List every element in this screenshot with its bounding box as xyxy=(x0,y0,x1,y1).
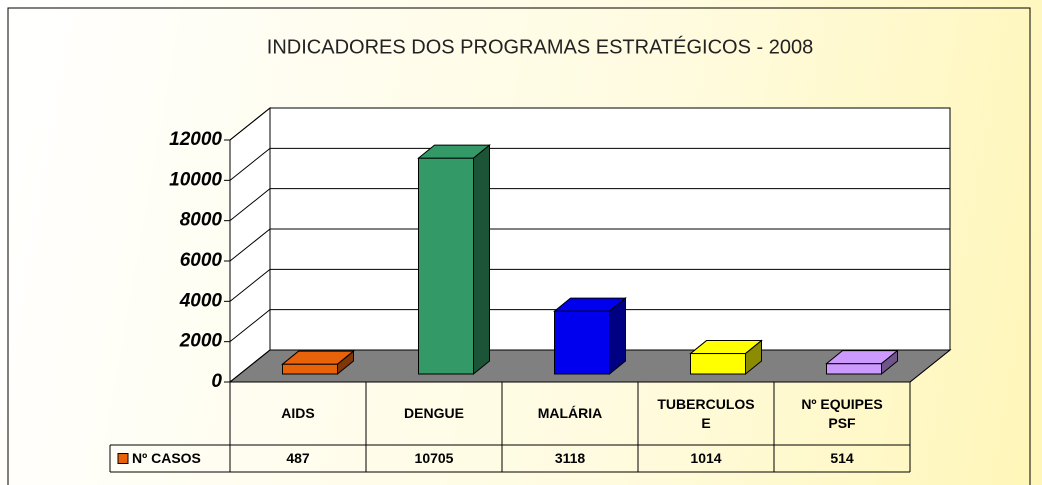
x-tick-label: TUBERCULOSE xyxy=(657,395,755,431)
bar xyxy=(281,350,355,376)
bar-side xyxy=(745,339,762,376)
category-cell: Nº EQUIPES PSF xyxy=(774,382,910,445)
bar-front xyxy=(282,363,338,375)
bar-side xyxy=(473,144,490,376)
y-tick-label: 0 xyxy=(211,371,222,392)
bar-front xyxy=(554,310,610,375)
legend-label: Nº CASOS xyxy=(132,450,201,466)
category-cell: MALÁRIA xyxy=(502,382,638,445)
category-cell: DENGUE xyxy=(366,382,502,445)
bar xyxy=(553,297,627,376)
y-tick-label: 4000 xyxy=(179,290,223,311)
bar xyxy=(417,144,491,376)
legend-key xyxy=(117,453,129,464)
grid-line xyxy=(229,228,950,262)
y-tick-label: 2000 xyxy=(179,331,223,352)
x-tick-label: Nº EQUIPES PSF xyxy=(801,395,883,431)
bar-front xyxy=(826,363,882,375)
grid-line xyxy=(229,147,950,181)
bar-side xyxy=(337,350,354,376)
category-cell: DENGUE xyxy=(366,382,502,445)
category-cell: AIDS xyxy=(230,382,366,445)
x-tick-label: DENGUE xyxy=(404,405,464,421)
grid-line xyxy=(229,268,950,302)
grid-line xyxy=(229,309,950,343)
x-tick-label: MALÁRIA xyxy=(537,405,603,421)
y-tick-label: 12000 xyxy=(169,129,222,150)
bar-side xyxy=(609,297,626,376)
bar xyxy=(825,349,899,376)
bar xyxy=(689,339,763,376)
category-cell: AIDS xyxy=(230,382,366,445)
table-value: 487 xyxy=(286,450,310,466)
table-value: 1014 xyxy=(690,450,721,466)
category-cell: TUBERCULOSE xyxy=(638,382,774,445)
chart-title: INDICADORES DOS PROGRAMAS ESTRATÉGICOS -… xyxy=(267,35,813,58)
table-value: 10705 xyxy=(415,450,454,466)
table-value: 3118 xyxy=(555,450,586,466)
bar-front xyxy=(418,157,474,375)
table-value: 514 xyxy=(830,450,854,466)
category-cell: MALÁRIA xyxy=(502,382,638,445)
grid-line xyxy=(229,107,950,141)
chart-frame xyxy=(7,7,1031,485)
y-tick-label: 6000 xyxy=(180,250,223,271)
bar-front xyxy=(690,353,746,375)
x-tick-label: AIDS xyxy=(281,405,315,421)
category-cell: TUBERCULOSE xyxy=(638,382,774,445)
category-cell: Nº EQUIPES PSF xyxy=(774,382,910,445)
y-tick-label: 8000 xyxy=(180,210,223,231)
bar-side xyxy=(881,349,898,376)
y-tick-label: 10000 xyxy=(169,169,222,190)
grid-line xyxy=(229,188,950,222)
